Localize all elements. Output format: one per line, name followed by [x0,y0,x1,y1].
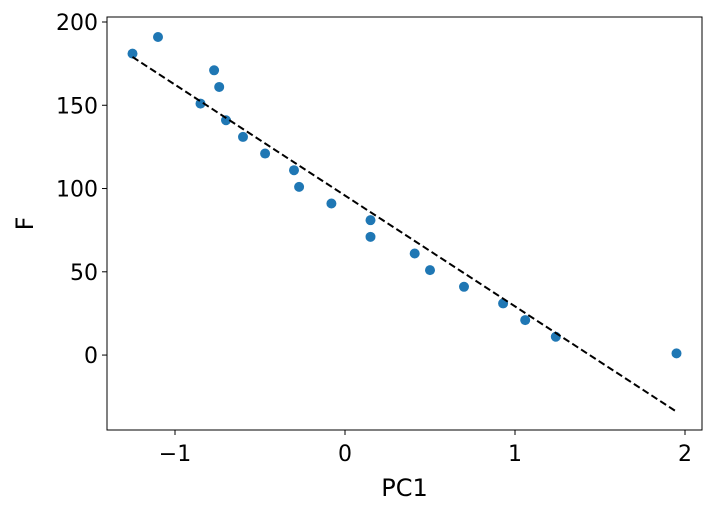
y-tick-label: 200 [56,11,98,36]
data-point [409,248,420,259]
data-point [153,31,163,42]
data-point [221,115,231,126]
data-point [294,181,305,192]
x-tick-label: 1 [508,442,522,467]
y-axis-ticks: 0 50 100 150 200 [56,11,107,369]
data-point [238,131,248,142]
data-point [209,65,220,76]
data-point [425,265,435,276]
x-tick-label: −1 [159,442,191,467]
data-point [459,281,469,292]
data-point [520,315,531,326]
y-tick-label: 50 [70,261,98,286]
x-tick-label: 0 [338,442,352,467]
x-tick-label: 2 [678,442,692,467]
x-axis-label: PC1 [381,474,428,502]
data-point [127,48,138,59]
y-axis-label: F [11,217,39,231]
y-tick-label: 150 [56,94,98,119]
data-point [260,148,271,159]
y-tick-label: 100 [56,178,98,203]
data-point [326,198,337,209]
plot-marks [127,31,682,413]
trend-line [131,56,678,413]
data-point [365,215,376,226]
x-axis-ticks: −1 0 1 2 [159,430,692,467]
axes-frame [106,16,703,431]
data-point [289,165,299,176]
data-point [195,98,206,109]
data-point [671,348,682,359]
data-point [214,81,225,92]
data-point [365,231,376,242]
y-tick-label: 0 [84,344,98,369]
